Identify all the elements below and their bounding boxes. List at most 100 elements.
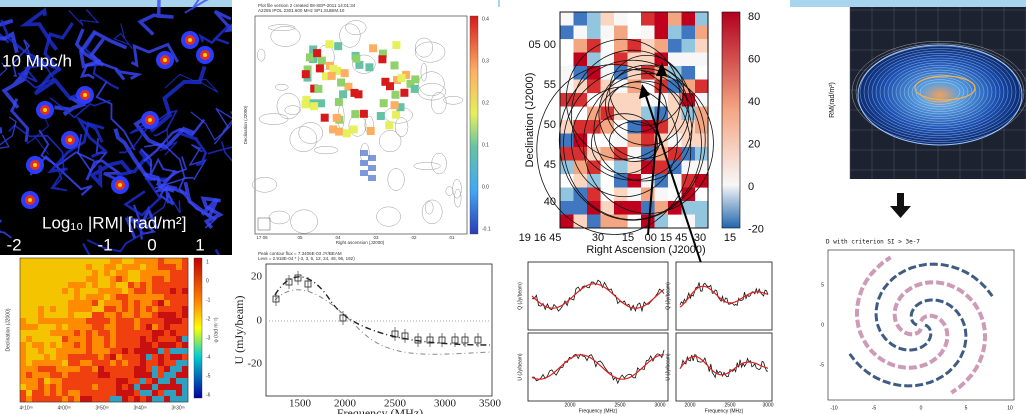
map-pixel bbox=[152, 270, 159, 277]
pol-pixel bbox=[301, 70, 310, 79]
map-pixel bbox=[98, 300, 105, 307]
x-tick: 03 bbox=[373, 235, 379, 240]
pol-pixel bbox=[381, 77, 390, 86]
map-pixel bbox=[176, 294, 183, 301]
map-pixel bbox=[140, 330, 147, 337]
rm-pixel bbox=[587, 25, 601, 40]
pol-pixel bbox=[411, 75, 420, 84]
map-pixel bbox=[170, 366, 177, 373]
map-pixel bbox=[80, 360, 87, 367]
map-pixel bbox=[122, 312, 129, 319]
map-pixel bbox=[50, 396, 57, 403]
map-pixel bbox=[50, 276, 57, 283]
plot-subheader: A2255 IPOL 2301.600 MHz SP1.SUBIM.10 bbox=[258, 8, 345, 13]
x-tick: -5 bbox=[872, 405, 877, 411]
contour bbox=[565, 38, 681, 160]
pol-pixel bbox=[320, 113, 329, 122]
map-pixel bbox=[92, 384, 99, 391]
x-tick: 2000 bbox=[564, 402, 575, 408]
map-pixel bbox=[50, 378, 57, 385]
map-pixel bbox=[44, 360, 51, 367]
spiral-arm bbox=[854, 255, 950, 370]
map-pixel bbox=[152, 258, 159, 265]
map-pixel bbox=[110, 312, 117, 319]
map-pixel bbox=[98, 384, 105, 391]
map-pixel bbox=[176, 312, 183, 319]
map-pixel bbox=[92, 330, 99, 337]
map-pixel bbox=[56, 300, 63, 307]
filament bbox=[113, 23, 133, 50]
colorbar-tick: 0.3 bbox=[482, 58, 489, 64]
spiral-arm bbox=[892, 280, 988, 395]
map-pixel bbox=[176, 258, 183, 265]
map-pixel bbox=[134, 300, 141, 307]
map-pixel bbox=[68, 378, 75, 385]
map-pixel bbox=[38, 384, 45, 391]
pol-pixel bbox=[306, 53, 314, 62]
map-pixel bbox=[44, 384, 51, 391]
map-pixel bbox=[182, 300, 189, 307]
map-pixel bbox=[62, 276, 69, 283]
map-pixel bbox=[110, 270, 117, 277]
map-pixel bbox=[62, 282, 69, 289]
filament bbox=[17, 54, 55, 89]
map-pixel bbox=[128, 318, 135, 325]
map-pixel bbox=[176, 354, 183, 361]
filament bbox=[47, 121, 105, 174]
x-label: Right Ascension (J2000) bbox=[586, 244, 705, 256]
plot-title: D with criterion SI > 3e-7 bbox=[826, 239, 920, 246]
map-pixel bbox=[92, 294, 99, 301]
map-pixel bbox=[62, 366, 69, 373]
map-pixel bbox=[110, 324, 117, 331]
map-pixel bbox=[140, 300, 147, 307]
map-pixel bbox=[140, 294, 147, 301]
colorbar-tick: -3 bbox=[206, 335, 211, 341]
pol-pixel bbox=[397, 74, 406, 82]
map-pixel bbox=[176, 378, 183, 385]
map-pixel bbox=[20, 366, 27, 373]
x-tick: 05 bbox=[297, 235, 303, 240]
map-pixel bbox=[20, 336, 27, 343]
rm-pixel bbox=[681, 52, 696, 67]
map-pixel bbox=[146, 294, 153, 301]
rm-pixel bbox=[600, 12, 615, 26]
map-pixel bbox=[86, 270, 93, 277]
map-pixel bbox=[86, 372, 93, 379]
map-pixel bbox=[182, 264, 189, 271]
map-pixel bbox=[170, 306, 177, 313]
map-pixel bbox=[50, 372, 57, 379]
map-pixel bbox=[182, 384, 189, 391]
map-pixel bbox=[104, 372, 111, 379]
rm-pixel bbox=[641, 201, 655, 215]
map-pixel bbox=[128, 378, 135, 385]
map-pixel bbox=[158, 324, 165, 331]
map-pixel bbox=[92, 288, 99, 295]
map-pixel bbox=[110, 294, 117, 301]
map-pixel bbox=[134, 372, 141, 379]
map-pixel bbox=[68, 258, 75, 265]
map-pixel bbox=[20, 270, 27, 277]
filament bbox=[183, 181, 219, 219]
map-pixel bbox=[50, 342, 57, 349]
map-pixel bbox=[80, 384, 87, 391]
model-trace bbox=[531, 283, 665, 309]
y-label: Declination (J2000) bbox=[524, 73, 536, 168]
map-pixel bbox=[20, 324, 27, 331]
map-pixel bbox=[134, 288, 141, 295]
map-pixel bbox=[110, 360, 117, 367]
pol-pixel bbox=[332, 113, 341, 122]
map-pixel bbox=[140, 342, 147, 349]
pol-pixel bbox=[339, 90, 348, 99]
map-pixel bbox=[146, 276, 153, 283]
x-tick: 2000 bbox=[334, 398, 357, 410]
map-pixel bbox=[38, 336, 45, 343]
map-pixel bbox=[182, 348, 189, 355]
map-pixel bbox=[164, 258, 171, 265]
pol-pixel bbox=[360, 170, 368, 176]
rm-pixel bbox=[587, 187, 601, 202]
pol-pixel bbox=[337, 78, 346, 87]
map-pixel bbox=[68, 396, 75, 403]
panel-background bbox=[232, 250, 498, 414]
map-pixel bbox=[176, 282, 183, 289]
map-pixel bbox=[74, 330, 81, 337]
